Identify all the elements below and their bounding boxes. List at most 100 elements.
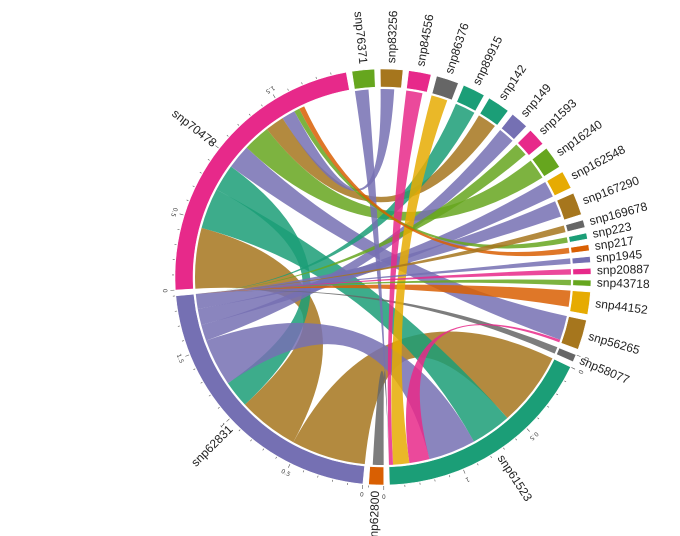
tick-snp61523-0-5	[526, 428, 530, 432]
minor-tick-snp61523	[448, 475, 451, 478]
ribbon-snp70478-snp56265	[230, 147, 567, 340]
minor-tick-snp62831	[262, 448, 265, 451]
ribbon-snp70478-snp61523	[201, 189, 508, 442]
arc-snp167290[interactable]	[556, 192, 582, 221]
minor-tick-snp62831	[317, 475, 319, 478]
ribbon-snp62831-snp44152	[195, 284, 571, 307]
tick-snp62831-0-5	[287, 464, 291, 468]
arc-snp62831[interactable]	[175, 293, 365, 485]
ribbon-snp70478-snp16240	[246, 129, 543, 221]
group-label-snp62800: snp62800	[366, 490, 382, 536]
tick-label-snp62831-1: 1	[218, 422, 226, 430]
group-label-snp62831: snp62831	[188, 422, 235, 469]
tick-label-snp70478-1: 1	[207, 138, 215, 145]
group-label-snp58077: snp58077	[578, 353, 632, 387]
ribbon-snp61523-snp62831	[206, 322, 474, 460]
minor-tick-snp62831	[275, 456, 277, 459]
arc-snp58077[interactable]	[556, 347, 577, 363]
minor-tick-snp70478	[301, 82, 303, 85]
minor-tick-snp61523	[537, 417, 540, 420]
tick-snp58077-0	[576, 354, 581, 357]
tick-snp62831-1	[226, 418, 230, 422]
tick-label-snp62831-1-5: 1.5	[175, 353, 185, 365]
ribbon-snp62831-snp162548	[197, 181, 553, 326]
arc-snp62800[interactable]	[368, 466, 384, 486]
minor-tick-snp62831	[302, 470, 305, 473]
tick-snp70478-1-5	[272, 94, 276, 99]
arc-snp56265[interactable]	[560, 316, 587, 350]
group-label-snp142: snp142	[496, 62, 530, 103]
group-label-snp20887: snp20887	[597, 262, 650, 277]
group-label-snp16240: snp16240	[554, 117, 605, 159]
ribbon-snp61523-snp56265	[405, 323, 561, 464]
ribbon-snp61523-snp84556	[387, 90, 423, 465]
tick-label-snp62800-0: 0	[382, 492, 386, 499]
minor-tick-snp61523	[490, 455, 492, 459]
arc-snp223[interactable]	[568, 232, 588, 243]
minor-tick-snp70478	[237, 123, 240, 126]
ribbon-snp62831-snp20887	[195, 269, 571, 295]
minor-tick-snp70478	[261, 104, 263, 107]
ribbon-snp61523-snp62800	[372, 370, 389, 465]
tick-label-snp61523-1: 1	[464, 475, 470, 483]
arc-snp89915[interactable]	[456, 84, 485, 112]
minor-tick-snp62831	[238, 429, 241, 432]
minor-tick-snp61523	[515, 438, 517, 441]
arc-snp44152[interactable]	[569, 290, 591, 315]
arc-snp1593[interactable]	[517, 129, 544, 156]
minor-tick-snp61523	[556, 393, 559, 396]
ribbon-layer	[194, 89, 571, 465]
group-label-snp149: snp149	[518, 81, 555, 120]
minor-tick-snp70478	[192, 185, 195, 188]
arc-snp70478[interactable]	[174, 71, 350, 291]
tick-label-snp70478-1-5: 1.5	[264, 84, 276, 95]
ribbon-snp61523-snp76371	[354, 89, 389, 465]
tick-label-snp62831-0-5: 0.5	[280, 468, 292, 479]
arc-snp43718[interactable]	[572, 279, 592, 287]
arc-snp86376[interactable]	[431, 75, 459, 101]
group-label-snp70478: snp70478	[169, 106, 219, 150]
group-label-snp84556: snp84556	[413, 13, 436, 68]
tick-snp61523-1	[463, 469, 466, 474]
arc-snp76371[interactable]	[351, 68, 376, 90]
minor-tick-snp61523	[503, 447, 505, 450]
arc-snp16240[interactable]	[531, 147, 560, 177]
arc-snp1945[interactable]	[571, 256, 591, 265]
arc-snp169678[interactable]	[565, 219, 586, 232]
arc-snp61523[interactable]	[388, 358, 571, 486]
minor-tick-snp62831	[250, 439, 252, 442]
tick-snp62831-1-5	[185, 354, 190, 357]
ribbon-snp70478-snp83256	[282, 89, 395, 191]
tick-label-snp61523-0: 0	[576, 369, 584, 376]
arc-snp20887[interactable]	[572, 268, 592, 275]
minor-tick-snp70478	[199, 172, 202, 174]
arc-snp217[interactable]	[570, 244, 590, 254]
tick-snp61523-0	[571, 367, 576, 370]
tick-snp70478-0-5	[179, 213, 184, 216]
minor-tick-snp70478	[207, 158, 210, 161]
group-label-snp89915: snp89915	[470, 33, 506, 87]
minor-tick-snp70478	[248, 113, 251, 116]
group-label-snp43718: snp43718	[597, 276, 650, 292]
minor-tick-snp62831	[208, 394, 211, 397]
group-label-snp217: snp217	[594, 233, 635, 252]
minor-tick-snp61523	[477, 463, 479, 466]
tick-label-snp70478-0-5: 0.5	[169, 206, 179, 217]
minor-tick-snp70478	[315, 76, 317, 79]
group-label-snp83256: snp83256	[384, 10, 400, 64]
arc-snp162548[interactable]	[546, 171, 572, 196]
ribbon-snp62831-snp43718	[195, 279, 571, 295]
minor-tick-snp62831	[217, 407, 220, 409]
group-label-snp162548: snp162548	[569, 142, 628, 182]
minor-tick-snp61523	[547, 405, 550, 408]
minor-tick-snp70478	[186, 199, 189, 201]
minor-tick-snp62831	[193, 368, 196, 370]
arc-snp142[interactable]	[479, 97, 509, 126]
arc-snp84556[interactable]	[406, 70, 432, 93]
arc-snp149[interactable]	[501, 113, 527, 140]
group-label-snp61523: snp61523	[495, 452, 536, 504]
tick-snp70478-1	[215, 145, 219, 149]
tick-layer: 0 0.5 1 1.5 0 0.5 1 1.5 0 0.5 1 0 0	[161, 72, 590, 500]
arc-snp83256[interactable]	[380, 68, 404, 89]
